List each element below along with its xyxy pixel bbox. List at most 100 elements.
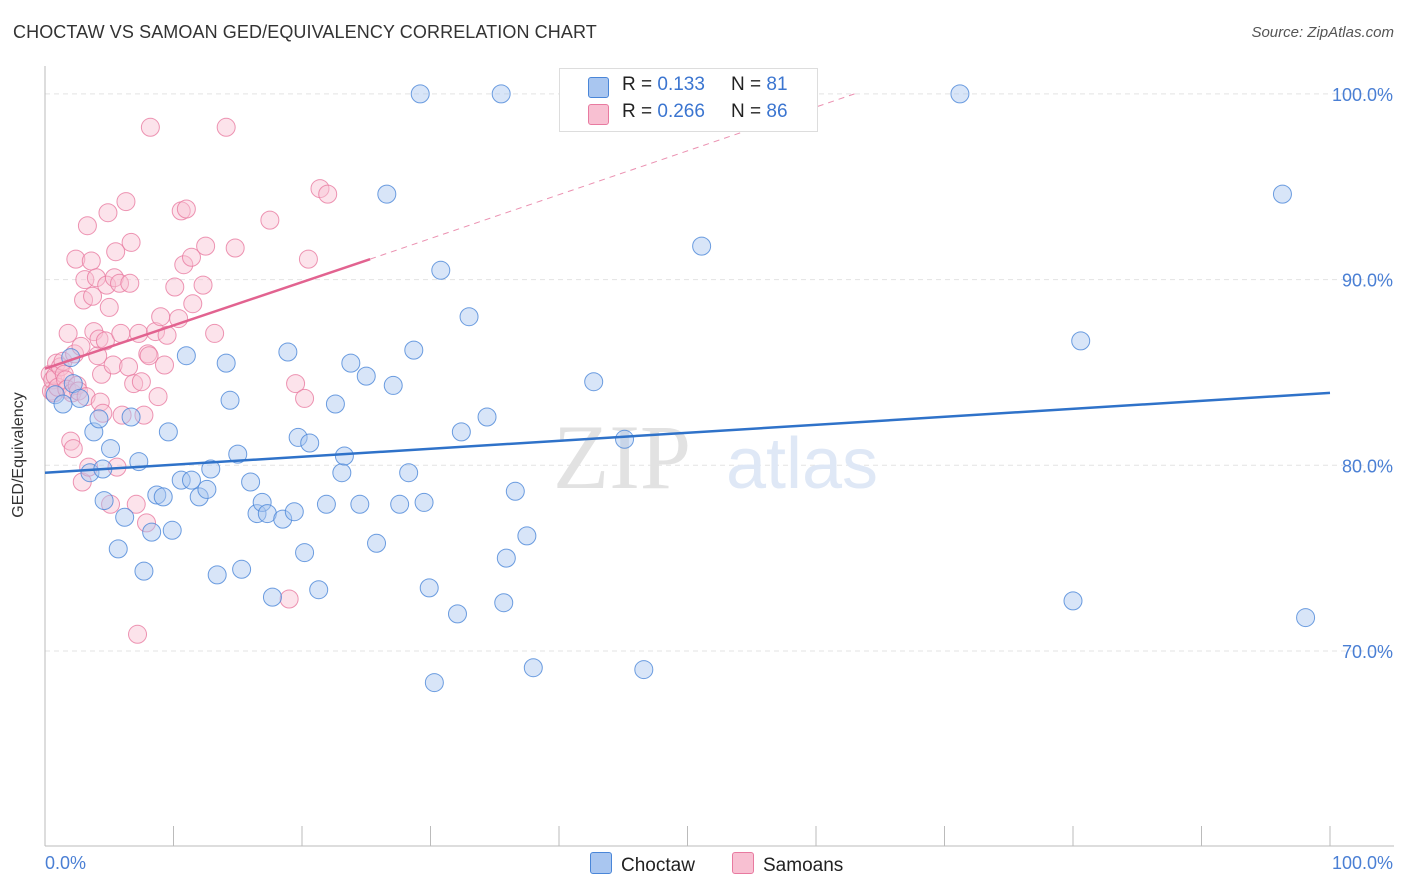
choctaw-point (615, 429, 635, 449)
choctaw-point (228, 444, 248, 464)
samoan-trend-line (44, 257, 371, 370)
x-tick-label-max: 100.0% (1332, 853, 1393, 873)
bottom-samoan-swatch (732, 852, 754, 874)
y-tick-label: 80.0% (1342, 456, 1393, 476)
choctaw-point (377, 184, 397, 204)
y-tick-label: 70.0% (1342, 642, 1393, 662)
samoan-point (174, 255, 194, 275)
choctaw-point (410, 84, 430, 104)
samoan-point (124, 374, 144, 394)
choctaw-point (491, 84, 511, 104)
choctaw-point (316, 494, 336, 514)
choctaw-point (115, 507, 135, 527)
choctaw-point (273, 509, 293, 529)
choctaw-point (220, 390, 240, 410)
choctaw-point (134, 561, 154, 581)
choctaw-point (189, 487, 209, 507)
choctaw-point (494, 593, 514, 613)
bottom-choctaw-swatch (590, 852, 612, 874)
choctaw-point (142, 522, 162, 542)
samoan-point (128, 624, 148, 644)
samoan-point (116, 192, 136, 212)
samoan-point (155, 355, 175, 375)
samoan-point (77, 216, 97, 236)
source-label: Source: ZipAtlas.com (1251, 24, 1394, 41)
samoan-point (318, 184, 338, 204)
samoan-point (176, 199, 196, 219)
choctaw-point (262, 587, 282, 607)
choctaw-point (53, 394, 73, 414)
samoan-point (140, 117, 160, 137)
samoan-point (148, 387, 168, 407)
chart-title: CHOCTAW VS SAMOAN GED/EQUIVALENCY CORREL… (13, 22, 597, 42)
legend-n-choctaw: N = 81 (731, 74, 788, 95)
choctaw-point (89, 409, 109, 429)
samoan-trend-extension (369, 93, 855, 260)
choctaw-point (1272, 184, 1292, 204)
choctaw-point (356, 366, 376, 386)
choctaw-point (176, 346, 196, 366)
samoan-point (63, 439, 83, 459)
choctaw-point (341, 353, 361, 373)
watermark-atlas: atlas (726, 424, 878, 504)
samoan-point (216, 117, 236, 137)
choctaw-point (692, 236, 712, 256)
legend-row-choctaw: R = 0.133 N = 81 (560, 74, 815, 100)
legend-r-samoan: R = 0.266 (622, 101, 705, 122)
samoan-point (76, 387, 96, 407)
samoan-point (103, 355, 123, 375)
choctaw-point (1296, 608, 1316, 628)
samoan-point (89, 329, 109, 349)
samoan-point (75, 270, 95, 290)
choctaw-point (284, 502, 304, 522)
samoan-point (110, 273, 130, 293)
samoan-points (40, 117, 338, 644)
choctaw-point (404, 340, 424, 360)
choctaw-point (80, 463, 100, 483)
samoan-point (286, 374, 306, 394)
samoan-point (193, 275, 213, 295)
bottom-choctaw-label: Choctaw (621, 855, 695, 876)
legend-row-samoan: R = 0.266 N = 86 (560, 101, 815, 127)
choctaw-point (505, 481, 525, 501)
choctaw-point (477, 407, 497, 427)
samoan-point (295, 388, 315, 408)
choctaw-point (367, 533, 387, 553)
samoan-point (98, 203, 118, 223)
choctaw-point (459, 307, 479, 327)
samoan-point (165, 277, 185, 297)
choctaw-point (325, 394, 345, 414)
samoan-point (93, 403, 113, 423)
samoan-point (131, 372, 151, 392)
samoan-point (196, 236, 216, 256)
choctaw-point (1071, 331, 1091, 351)
samoan-point (79, 457, 99, 477)
legend-n-samoan: N = 86 (731, 101, 788, 122)
choctaw-swatch (588, 77, 609, 98)
choctaw-point (309, 580, 329, 600)
choctaw-point (332, 463, 352, 483)
samoan-point (205, 323, 225, 343)
choctaw-point (300, 433, 320, 453)
samoan-point (279, 589, 299, 609)
samoan-point (66, 249, 86, 269)
y-tick-label: 100.0% (1332, 85, 1393, 105)
samoan-point (83, 286, 103, 306)
choctaw-trend-line (44, 391, 1331, 474)
choctaw-point (383, 375, 403, 395)
samoan-point (181, 247, 201, 267)
samoan-point (298, 249, 318, 269)
choctaw-point (496, 548, 516, 568)
choctaw-point (399, 463, 419, 483)
choctaw-point (70, 388, 90, 408)
x-tick-label-min: 0.0% (45, 853, 86, 873)
watermark-zip: ZIP (553, 406, 691, 508)
choctaw-point (181, 470, 201, 490)
samoan-point (95, 331, 115, 351)
bottom-legend-choctaw: Choctaw (590, 852, 695, 877)
choctaw-point (121, 407, 141, 427)
choctaw-point (424, 673, 444, 693)
choctaw-point (414, 492, 434, 512)
choctaw-point (334, 446, 354, 466)
